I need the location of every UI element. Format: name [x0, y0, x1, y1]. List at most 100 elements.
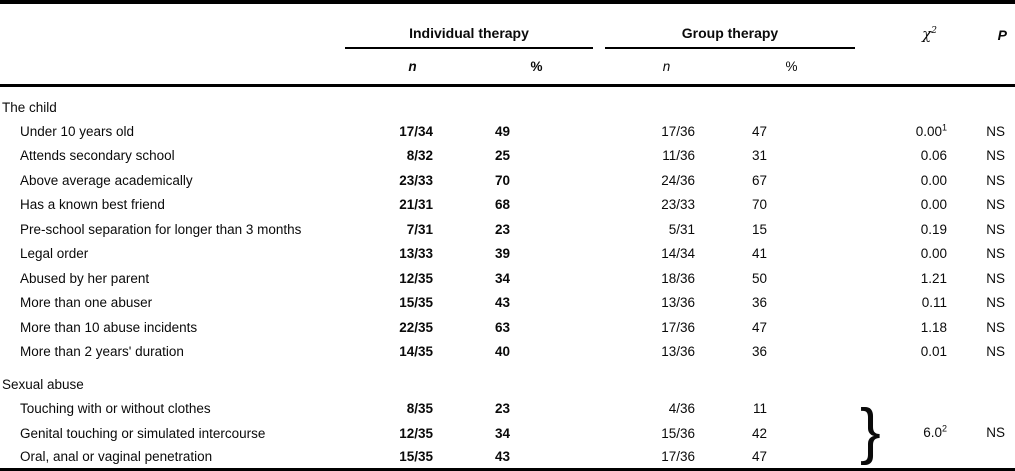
group-percent-cell: 36 — [751, 295, 767, 311]
row-label: Abused by her parent — [20, 270, 150, 286]
individual-percent-cell: 63 — [494, 319, 510, 335]
individual-n-cell: 22/35 — [399, 319, 433, 335]
subheader-group-percent: % — [710, 49, 855, 87]
group-n-cell: 5/31 — [668, 221, 695, 237]
subheader-individual-percent: % — [480, 49, 593, 87]
column-header-group-therapy: Group therapy — [593, 2, 855, 49]
table-header: Individual therapy Group therapy χ2 P n … — [0, 2, 1015, 87]
individual-n-cell: 14/35 — [399, 344, 433, 360]
column-header-individual-therapy: Individual therapy — [345, 2, 593, 49]
individual-n-cell: 15/35 — [399, 449, 433, 464]
p-value-cell: NS — [986, 319, 1005, 335]
individual-n-cell: 8/35 — [406, 401, 433, 417]
group-percent-cell: 70 — [751, 197, 767, 213]
group-percent-cell: 31 — [751, 148, 767, 164]
row-label: Under 10 years old — [20, 123, 135, 139]
p-value-cell: NS — [986, 344, 1005, 360]
data-row: Under 10 years old 17/34 49 17/36 47 0.001 NS — [0, 119, 1015, 144]
individual-n-cell: 17/34 — [399, 123, 433, 139]
chi-squared-cell: 0.001 — [915, 122, 947, 139]
subheader-spacer — [0, 49, 345, 87]
group-therapy-label: Group therapy — [681, 25, 779, 41]
group-percent-cell: 47 — [751, 449, 767, 464]
group-n-cell: 14/34 — [661, 246, 695, 262]
group-n-cell: 11/36 — [662, 148, 695, 164]
individual-n-cell: 23/33 — [399, 172, 433, 188]
individual-percent-cell: 40 — [494, 344, 510, 360]
chi-squared-cell: 0.19 — [920, 221, 947, 237]
data-row: More than 10 abuse incidents 22/35 63 17/36… — [0, 315, 1015, 340]
p-value-cell: NS — [986, 246, 1005, 262]
group-percent-cell: 47 — [751, 319, 767, 335]
section-title: The child — [2, 100, 57, 115]
row-label: More than 10 abuse incidents — [20, 319, 198, 335]
row-label: Genital touching or simulated intercours… — [20, 425, 266, 441]
group-n-cell: 13/36 — [661, 344, 695, 360]
subheader-p-spacer — [950, 49, 1015, 87]
table-body: The child Under 10 years old 17/34 49 17/36 4… — [0, 86, 1015, 471]
chi-squared-cell: 0.11 — [921, 295, 947, 311]
grouping-brace: } — [860, 397, 881, 466]
grouped-p-value-cell: NS — [986, 424, 1005, 440]
individual-percent-cell: 23 — [494, 401, 510, 417]
chi-squared-cell: 1.21 — [920, 270, 947, 286]
group-n-cell: 13/36 — [661, 295, 695, 311]
row-label: Pre-school separation for longer than 3 … — [20, 221, 302, 237]
row-label: More than one abuser — [20, 295, 153, 311]
section-row: Sexual abuse — [0, 364, 1015, 397]
group-n-cell: 17/36 — [661, 449, 695, 464]
p-value-cell: NS — [986, 221, 1005, 237]
group-percent-cell: 15 — [751, 221, 767, 237]
p-value-cell: NS — [986, 123, 1005, 139]
subheader-chi-spacer — [855, 49, 950, 87]
p-value-cell: NS — [986, 148, 1005, 164]
header-spacer — [0, 2, 345, 49]
individual-n-cell: 7/31 — [406, 221, 433, 237]
individual-n-cell: 15/35 — [399, 295, 433, 311]
grouped-chi-squared-cell: } 6.02 — [855, 397, 950, 471]
data-row: Genital touching or simulated intercours… — [0, 421, 1015, 446]
individual-percent-cell: 43 — [494, 295, 510, 311]
data-row: Pre-school separation for longer than 3 … — [0, 217, 1015, 242]
section-row: The child — [0, 86, 1015, 120]
p-value-cell: NS — [986, 197, 1005, 213]
p-value-cell: NS — [986, 270, 1005, 286]
data-row: Abused by her parent 12/35 34 18/36 50 1.21 NS — [0, 266, 1015, 291]
group-n-cell: 4/36 — [668, 401, 695, 417]
group-percent-cell: 50 — [751, 270, 767, 286]
individual-therapy-label: Individual therapy — [409, 25, 529, 41]
group-n-cell: 15/36 — [661, 425, 695, 441]
individual-n-cell: 8/32 — [406, 148, 433, 164]
group-n-cell: 17/36 — [661, 123, 695, 139]
individual-n-cell: 12/35 — [399, 425, 433, 441]
individual-percent-cell: 25 — [494, 148, 510, 164]
group-percent-cell: 36 — [751, 344, 767, 360]
data-row: Legal order 13/33 39 14/34 41 0.00 NS — [0, 242, 1015, 267]
data-row: Oral, anal or vaginal penetration 15/35 43… — [0, 446, 1015, 471]
chi-squared-cell: 0.06 — [920, 148, 947, 164]
chi-squared-cell: 0.00 — [920, 246, 947, 262]
individual-n-cell: 12/35 — [399, 270, 433, 286]
data-row: More than 2 years' duration 14/35 40 13/36 3… — [0, 340, 1015, 365]
column-header-p-value: P — [997, 27, 1007, 43]
group-n-cell: 17/36 — [661, 319, 695, 335]
individual-percent-cell: 70 — [494, 172, 510, 188]
group-n-cell: 18/36 — [661, 270, 695, 286]
chi-squared-cell: 1.18 — [920, 319, 947, 335]
row-label: Attends secondary school — [20, 148, 175, 164]
individual-percent-cell: 49 — [494, 123, 510, 139]
chi-squared-cell: 0.00 — [920, 172, 947, 188]
subheader-group-n: n — [593, 49, 710, 87]
individual-percent-cell: 34 — [494, 425, 510, 441]
column-header-chi-squared: χ2 — [922, 25, 937, 43]
p-value-cell: NS — [986, 172, 1005, 188]
group-n-cell: 24/36 — [661, 172, 695, 188]
row-label: Legal order — [20, 246, 89, 262]
individual-percent-cell: 43 — [494, 449, 510, 464]
individual-n-cell: 21/31 — [399, 197, 433, 213]
data-row: Attends secondary school 8/32 25 11/36 31 0.0… — [0, 144, 1015, 169]
p-value-cell: NS — [986, 295, 1005, 311]
group-percent-cell: 67 — [751, 172, 767, 188]
individual-percent-cell: 34 — [494, 270, 510, 286]
